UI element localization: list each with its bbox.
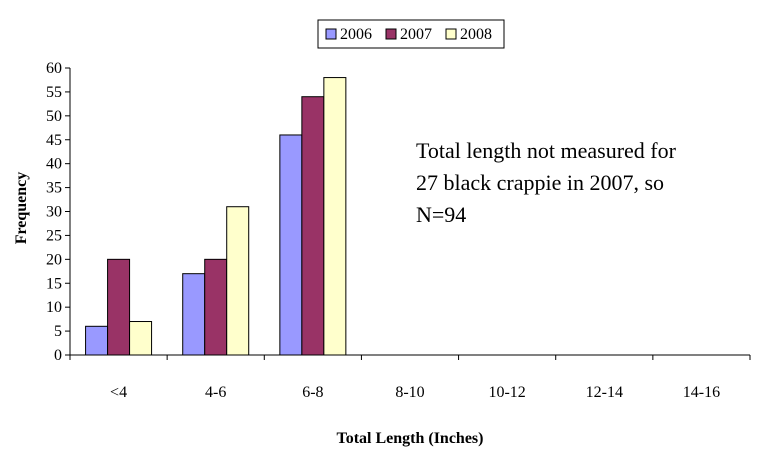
bar-2008-<4 xyxy=(129,321,153,356)
y-tick-label: 50 xyxy=(46,108,62,125)
bar-2008-6-8 xyxy=(323,77,347,356)
y-tick-label: 60 xyxy=(46,60,62,77)
y-tick-label: 30 xyxy=(46,204,62,221)
x-axis-title: Total Length (Inches) xyxy=(337,430,484,447)
bar-2007-4-6 xyxy=(204,258,228,356)
y-tick-label: 55 xyxy=(46,84,62,101)
y-tick-label: 35 xyxy=(46,180,62,197)
y-tick-label: 25 xyxy=(46,227,62,244)
x-tick-label: 4-6 xyxy=(205,384,226,401)
bar-2007-<4 xyxy=(107,258,131,356)
x-tick-label: 6-8 xyxy=(302,384,323,401)
annotation-line-3: N=94 xyxy=(416,202,466,227)
axes xyxy=(69,68,750,356)
x-tick-label: <4 xyxy=(110,384,127,401)
y-tick-label: 5 xyxy=(54,323,62,340)
legend-label-2007: 2007 xyxy=(400,26,432,43)
y-tick-label: 45 xyxy=(46,132,62,149)
y-tick-label: 20 xyxy=(46,251,62,268)
x-tick-label: 8-10 xyxy=(395,384,424,401)
annotation: Total length not measured for 27 black c… xyxy=(416,138,677,227)
x-axis-ticks: <4 4-6 6-8 8-10 10-12 12-14 14-16 xyxy=(69,355,751,401)
x-tick-label: 10-12 xyxy=(488,384,525,401)
y-tick-label: 0 xyxy=(54,347,62,364)
x-tick-label: 12-14 xyxy=(586,384,623,401)
bars xyxy=(85,77,347,356)
annotation-line-2: 27 black crappie in 2007, so xyxy=(416,170,664,195)
annotation-line-1: Total length not measured for xyxy=(416,138,677,163)
legend-swatch-2008 xyxy=(445,28,457,40)
legend-label-2008: 2008 xyxy=(460,26,492,43)
bar-2008-4-6 xyxy=(226,206,250,356)
bar-2007-6-8 xyxy=(301,96,325,356)
bar-2006-<4 xyxy=(85,325,109,356)
bar-2006-4-6 xyxy=(182,273,206,356)
y-tick-label: 15 xyxy=(46,275,62,292)
legend-swatch-2006 xyxy=(325,28,337,40)
y-axis-title: Frequency xyxy=(13,172,30,245)
bar-2006-6-8 xyxy=(279,134,303,356)
x-tick-label: 14-16 xyxy=(683,384,720,401)
y-tick-label: 10 xyxy=(46,299,62,316)
legend-box xyxy=(317,19,505,49)
legend: 2006 2007 2008 xyxy=(317,19,505,49)
legend-swatch-2007 xyxy=(385,28,397,40)
y-tick-label: 40 xyxy=(46,156,62,173)
legend-label-2006: 2006 xyxy=(340,26,372,43)
y-axis-ticks: 0 5 10 15 20 25 30 35 40 45 50 55 60 xyxy=(46,60,70,364)
